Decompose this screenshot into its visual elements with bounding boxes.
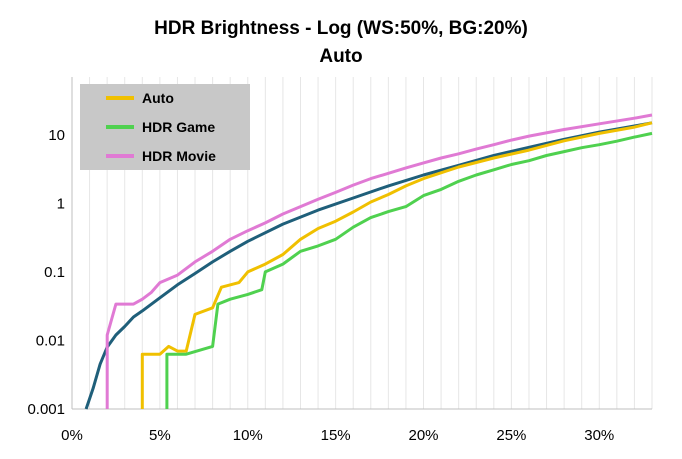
y-tick-label: 0.01 — [36, 332, 65, 349]
chart-subtitle: Auto — [319, 46, 362, 67]
chart-title: HDR Brightness - Log (WS:50%, BG:20%) — [154, 18, 528, 39]
x-tick-label: 15% — [321, 427, 351, 444]
x-tick-label: 20% — [408, 427, 438, 444]
series-lines — [84, 113, 653, 410]
legend-label: HDR Movie — [142, 148, 216, 164]
series-line-hdr-movie — [105, 113, 653, 409]
y-tick-label: 1 — [57, 195, 65, 212]
x-tick-label: 0% — [61, 427, 83, 444]
series-line-auto — [140, 121, 653, 409]
legend: Auto HDR Game HDR Movie — [80, 84, 250, 170]
x-tick-label: 30% — [584, 427, 614, 444]
axes: 0% 5% 10% 15% 20% 25% 30% 0.001 0.01 0.1 1 10 — [27, 77, 652, 444]
x-tick-label: 5% — [149, 427, 171, 444]
legend-label: HDR Game — [142, 119, 215, 135]
series-line-reference — [84, 121, 653, 410]
series-line-hdr-game — [165, 131, 653, 409]
x-tick-label: 25% — [496, 427, 526, 444]
y-tick-label: 0.1 — [44, 264, 65, 281]
y-tick-label: 10 — [48, 127, 65, 144]
y-tick-label: 0.001 — [27, 401, 65, 418]
legend-label: Auto — [142, 90, 174, 106]
x-tick-label: 10% — [233, 427, 263, 444]
